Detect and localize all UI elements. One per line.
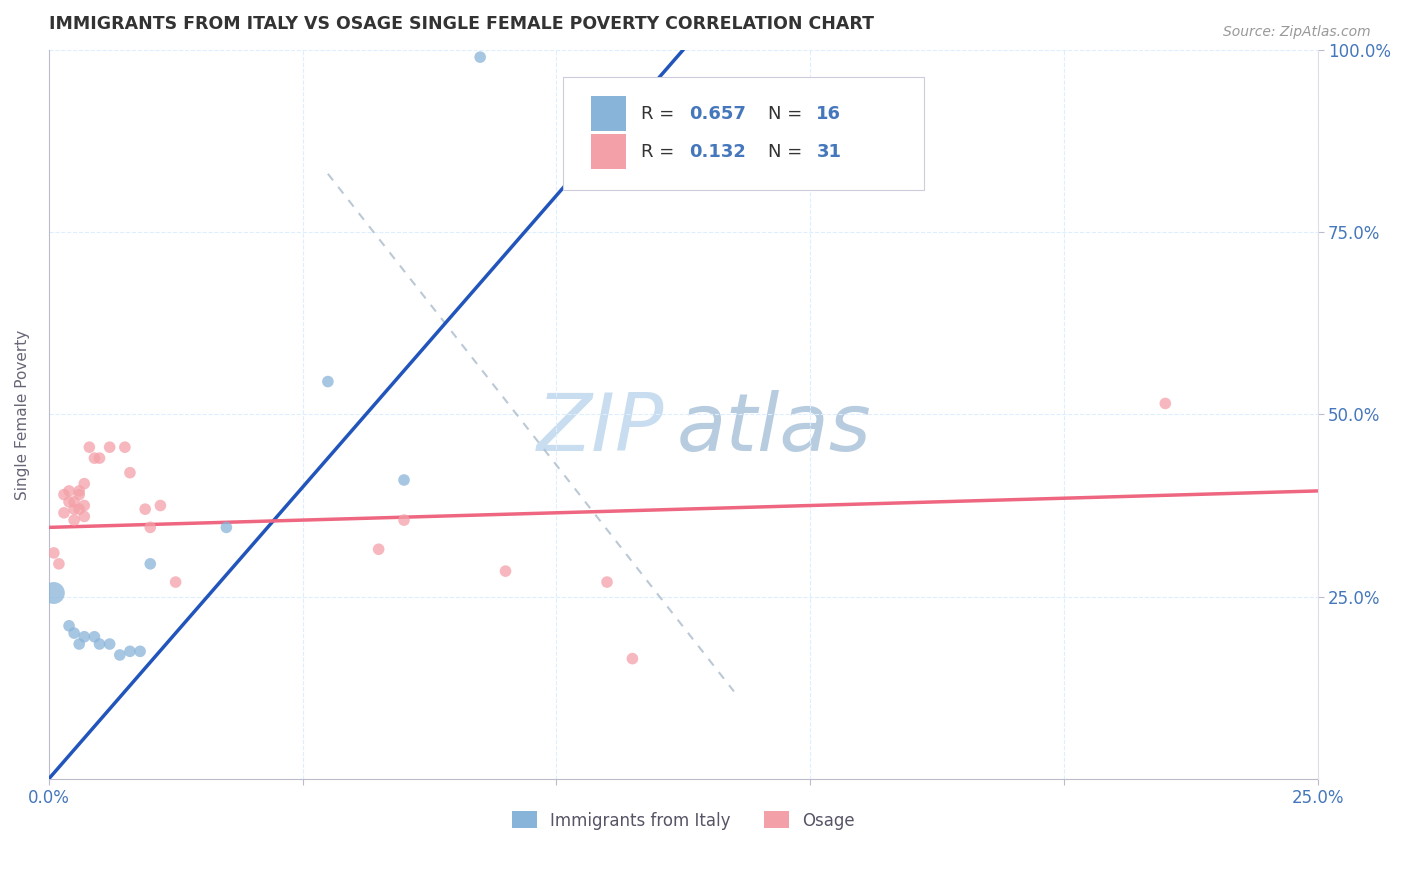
Text: 16: 16 xyxy=(817,105,841,123)
Point xyxy=(118,466,141,480)
Y-axis label: Single Female Poverty: Single Female Poverty xyxy=(15,329,30,500)
Point xyxy=(139,557,162,571)
Point xyxy=(165,575,187,590)
Point xyxy=(73,630,96,644)
Point xyxy=(42,546,65,560)
Text: R =: R = xyxy=(641,143,681,161)
Text: atlas: atlas xyxy=(676,390,872,468)
Point xyxy=(139,520,162,534)
Point xyxy=(215,520,238,534)
Legend: Immigrants from Italy, Osage: Immigrants from Italy, Osage xyxy=(505,805,862,836)
Text: IMMIGRANTS FROM ITALY VS OSAGE SINGLE FEMALE POVERTY CORRELATION CHART: IMMIGRANTS FROM ITALY VS OSAGE SINGLE FE… xyxy=(49,15,873,33)
Point xyxy=(67,502,90,516)
Point xyxy=(58,483,80,498)
Point xyxy=(79,440,101,454)
Point xyxy=(98,440,121,454)
Point xyxy=(367,542,389,557)
Point xyxy=(134,502,156,516)
Point xyxy=(73,499,96,513)
Point xyxy=(63,495,86,509)
Point xyxy=(316,375,339,389)
Text: ZIP: ZIP xyxy=(537,390,664,468)
Point xyxy=(596,575,619,590)
Point xyxy=(98,637,121,651)
Point xyxy=(392,473,415,487)
Text: N =: N = xyxy=(768,143,808,161)
Point xyxy=(114,440,136,454)
Text: 31: 31 xyxy=(817,143,841,161)
Text: 0.132: 0.132 xyxy=(689,143,747,161)
Point xyxy=(470,50,492,64)
Text: N =: N = xyxy=(768,105,808,123)
FancyBboxPatch shape xyxy=(562,77,924,190)
Text: 0.657: 0.657 xyxy=(689,105,747,123)
Point xyxy=(89,637,111,651)
Point xyxy=(42,586,65,600)
Point xyxy=(83,451,105,466)
Point xyxy=(63,502,86,516)
Point xyxy=(58,619,80,633)
Point xyxy=(53,487,76,501)
Point xyxy=(53,506,76,520)
Point xyxy=(63,513,86,527)
Point xyxy=(118,644,141,658)
Point xyxy=(108,648,131,662)
Point xyxy=(621,651,644,665)
FancyBboxPatch shape xyxy=(591,135,626,169)
Point xyxy=(89,451,111,466)
Text: R =: R = xyxy=(641,105,681,123)
Point xyxy=(58,495,80,509)
Point xyxy=(73,476,96,491)
Point xyxy=(1154,396,1177,410)
Point xyxy=(63,626,86,640)
Point xyxy=(73,509,96,524)
Point xyxy=(392,513,415,527)
Point xyxy=(48,557,70,571)
Point xyxy=(129,644,152,658)
Point xyxy=(495,564,517,578)
Text: Source: ZipAtlas.com: Source: ZipAtlas.com xyxy=(1223,25,1371,39)
Point xyxy=(67,487,90,501)
FancyBboxPatch shape xyxy=(591,96,626,131)
Point xyxy=(67,483,90,498)
Point xyxy=(67,637,90,651)
Point xyxy=(83,630,105,644)
Point xyxy=(149,499,172,513)
